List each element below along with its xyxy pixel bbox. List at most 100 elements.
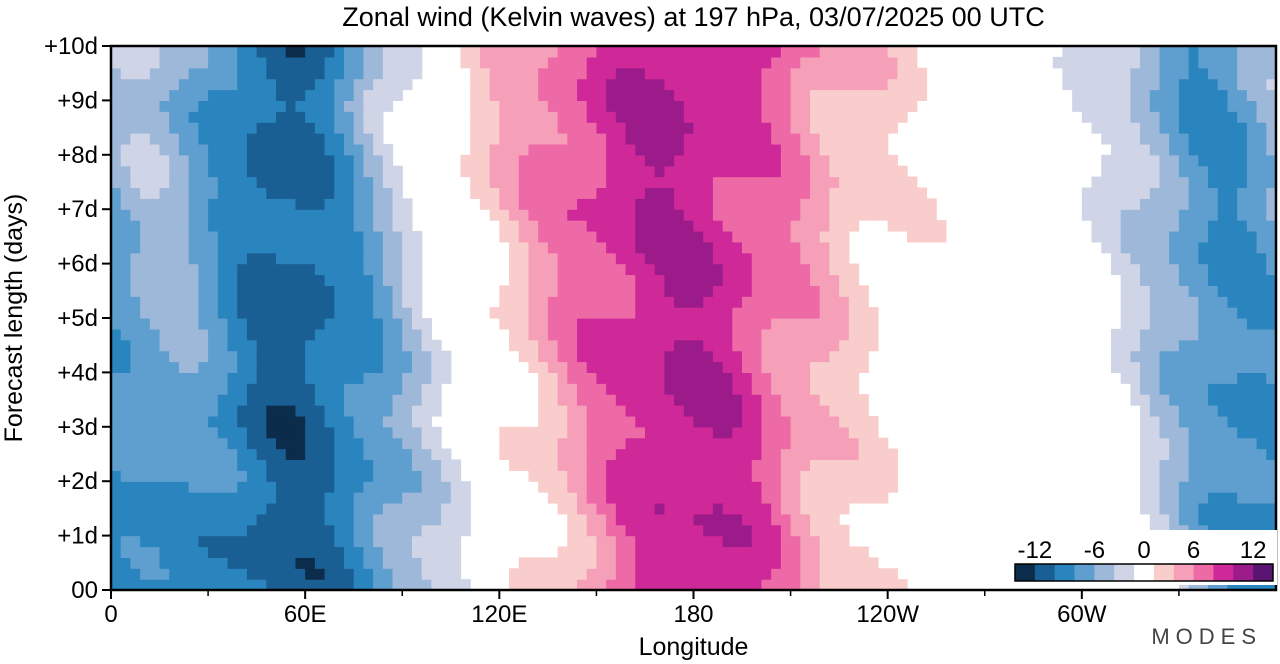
field-cell: [586, 579, 598, 590]
field-cell: [392, 187, 403, 199]
field-cell: [635, 296, 646, 308]
field-cell: [208, 339, 219, 352]
field-cell: [402, 307, 413, 319]
field-cell: [674, 78, 685, 91]
field-cell: [596, 524, 607, 537]
field-cell: [149, 89, 161, 101]
field-cell: [877, 568, 889, 580]
field-cell: [120, 133, 132, 145]
field-cell: [217, 263, 229, 276]
field-cell: [751, 513, 763, 526]
field-cell: [577, 502, 588, 515]
field-cell: [518, 459, 530, 471]
field-cell: [111, 143, 122, 156]
field-cell: [198, 100, 209, 112]
field-cell: [577, 307, 588, 319]
field-cell: [654, 426, 665, 439]
field-cell: [654, 318, 665, 330]
field-cell: [450, 546, 462, 558]
field-cell: [295, 209, 306, 221]
field-cell: [392, 579, 403, 590]
field-cell: [314, 56, 326, 69]
field-cell: [305, 426, 316, 439]
field-cell: [111, 492, 122, 504]
field-cell: [868, 78, 879, 91]
field-cell: [1120, 78, 1131, 91]
field-cell: [198, 470, 209, 482]
field-cell: [1159, 285, 1170, 297]
colorbar-label: 6: [1187, 537, 1200, 564]
field-cell: [1266, 350, 1276, 363]
field-cell: [373, 263, 384, 276]
field-cell: [868, 89, 879, 101]
field-cell: [606, 437, 617, 450]
field-cell: [800, 383, 811, 395]
field-cell: [751, 372, 763, 384]
field-cell: [324, 285, 335, 297]
field-cell: [411, 318, 423, 330]
field-cell: [411, 394, 423, 406]
field-cell: [324, 492, 335, 504]
field-cell: [557, 470, 568, 482]
field-cell: [382, 579, 394, 590]
field-cell: [518, 198, 530, 210]
field-cell: [557, 405, 568, 417]
field-cell: [732, 78, 743, 91]
field-cell: [217, 154, 229, 167]
field-cell: [528, 361, 539, 373]
field-cell: [140, 143, 151, 156]
field-cell: [1266, 78, 1276, 91]
field-cell: [771, 459, 782, 471]
field-cell: [295, 481, 306, 493]
field-cell: [761, 437, 772, 450]
field-cell: [664, 252, 675, 265]
field-cell: [237, 448, 248, 461]
field-cell: [353, 383, 365, 395]
field-cell: [577, 524, 588, 537]
field-cell: [237, 241, 248, 254]
field-cell: [256, 241, 267, 254]
field-cell: [625, 133, 636, 145]
field-cell: [256, 176, 267, 189]
field-cell: [1256, 318, 1267, 330]
field-cell: [1217, 100, 1229, 112]
field-cell: [1081, 89, 1093, 101]
field-cell: [732, 459, 743, 471]
field-cell: [353, 557, 365, 569]
field-cell: [528, 209, 539, 221]
field-cell: [324, 579, 335, 590]
field-cell: [217, 209, 229, 221]
field-cell: [237, 535, 248, 548]
field-cell: [159, 372, 170, 384]
field-cell: [596, 405, 607, 417]
field-cell: [547, 89, 559, 101]
field-cell: [246, 513, 258, 526]
field-cell: [188, 481, 199, 493]
field-cell: [285, 176, 297, 189]
field-cell: [635, 318, 646, 330]
field-cell: [1188, 328, 1199, 341]
field-cell: [324, 230, 335, 243]
field-cell: [586, 100, 598, 112]
field-cell: [644, 56, 656, 69]
field-cell: [1169, 350, 1180, 363]
field-cell: [1101, 133, 1112, 145]
field-cell: [140, 426, 151, 439]
field-cell: [1227, 67, 1238, 80]
field-cell: [1188, 437, 1199, 450]
field-cell: [1227, 361, 1238, 373]
field-cell: [305, 46, 316, 58]
field-cell: [829, 67, 840, 80]
field-cell: [431, 405, 442, 417]
field-cell: [1217, 502, 1229, 515]
field-cell: [159, 426, 170, 439]
field-cell: [1208, 318, 1219, 330]
field-cell: [800, 361, 811, 373]
field-cell: [246, 459, 258, 471]
field-cell: [877, 122, 889, 134]
field-cell: [780, 448, 792, 461]
field-cell: [1237, 394, 1248, 406]
field-cell: [1208, 492, 1219, 504]
field-cell: [111, 56, 122, 69]
